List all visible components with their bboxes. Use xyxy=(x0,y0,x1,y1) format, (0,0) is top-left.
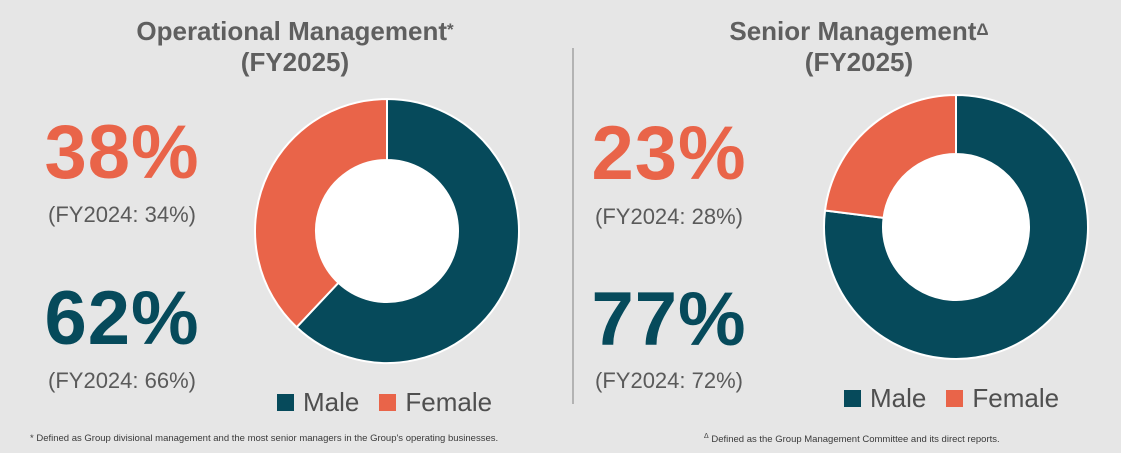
female-previous: (FY2024: 28%) xyxy=(595,204,743,229)
footnote-mark: * xyxy=(30,433,34,444)
chart-title: Operational Management* (FY2025) xyxy=(90,16,500,78)
male-previous: (FY2024: 66%) xyxy=(48,368,196,393)
donut-chart xyxy=(823,93,1089,360)
legend-swatch-male xyxy=(844,390,861,407)
legend-swatch-male xyxy=(277,394,294,411)
panel-divider xyxy=(572,48,574,404)
operational-management-panel: Operational Management* (FY2025) 38% (FY… xyxy=(30,16,520,444)
title-mark: * xyxy=(447,20,454,39)
footnote: Δ Defined as the Group Management Commit… xyxy=(704,433,1000,445)
legend-item-female: Female xyxy=(379,387,492,418)
footnote: * Defined as Group divisional management… xyxy=(30,433,498,444)
donut-chart xyxy=(254,97,520,364)
title-line2: (FY2025) xyxy=(804,47,914,77)
title-line2: (FY2025) xyxy=(240,47,350,77)
title-line1: Operational Management xyxy=(136,16,447,46)
chart-legend: Male Female xyxy=(844,383,1079,414)
legend-item-male: Male xyxy=(277,387,359,418)
donut-hole xyxy=(883,154,1029,300)
female-previous: (FY2024: 34%) xyxy=(48,202,196,227)
legend-swatch-female xyxy=(946,390,964,407)
chart-title: Senior ManagementΔ (FY2025) xyxy=(684,16,1034,78)
legend-label-female: Female xyxy=(405,387,493,417)
male-percentage: 77% xyxy=(591,277,747,362)
female-percentage: 23% xyxy=(591,111,747,196)
title-mark: Δ xyxy=(976,20,989,39)
footnote-text: Defined as Group divisional management a… xyxy=(36,433,499,444)
legend-label-male: Male xyxy=(303,387,360,417)
female-percentage: 38% xyxy=(44,110,200,195)
legend-item-male: Male xyxy=(844,383,926,414)
title-line1: Senior Management xyxy=(729,16,977,46)
footnote-text: Defined as the Group Management Committe… xyxy=(711,434,1000,446)
legend-label-male: Male xyxy=(870,383,927,413)
chart-legend: Male Female xyxy=(277,387,512,418)
legend-swatch-female xyxy=(379,394,397,411)
senior-management-panel: Senior ManagementΔ (FY2025) 23% (FY2024:… xyxy=(574,0,1121,453)
donut-hole xyxy=(316,160,458,302)
male-percentage: 62% xyxy=(44,276,200,361)
footnote-mark: Δ xyxy=(704,433,709,440)
male-previous: (FY2024: 72%) xyxy=(595,368,743,393)
legend-item-female: Female xyxy=(946,383,1059,414)
legend-label-female: Female xyxy=(972,383,1060,413)
